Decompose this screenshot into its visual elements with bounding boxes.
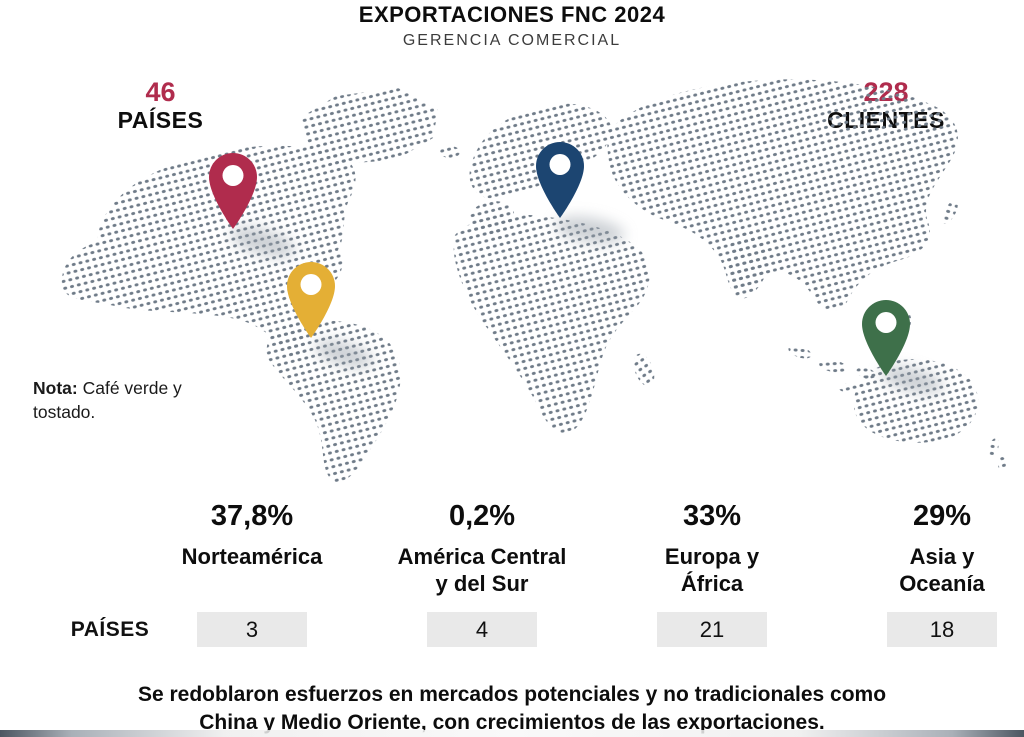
paises-row-label: PAÍSES <box>70 618 150 641</box>
region-percent: 29% <box>912 500 972 532</box>
page-subtitle: GERENCIA COMERCIAL <box>402 32 622 49</box>
pin-hole <box>875 312 897 333</box>
island-new-zealand <box>987 438 999 458</box>
pin-hole <box>300 274 322 295</box>
bottom-edge-strip <box>0 730 1024 737</box>
continents <box>61 79 1006 483</box>
region-name: América Central y del Sur <box>397 544 567 596</box>
map-pin-north-america-icon <box>209 153 257 229</box>
note-text: Café verde y tostado. <box>33 378 182 422</box>
region-america-central-sur: 0,2% América Central y del Sur <box>367 500 597 598</box>
region-asia-oceania: 29% Asia y Oceanía <box>827 500 1024 598</box>
continent-africa <box>453 214 650 433</box>
pin-shape <box>536 142 584 218</box>
region-percent: 37,8% <box>210 500 294 532</box>
continent-north-america <box>61 145 356 358</box>
region-name: Asia y Oceanía <box>899 544 985 596</box>
map-pin-oceania-icon <box>862 300 910 376</box>
pin-shadow-north-america <box>231 227 295 257</box>
note-label: Nota: <box>33 378 78 398</box>
header: EXPORTACIONES FNC 2024 GERENCIA COMERCIA… <box>0 2 1024 50</box>
region-percent: 0,2% <box>448 500 516 532</box>
footer-message: Se redoblaron esfuerzos en mercados pote… <box>137 683 887 734</box>
region-percent: 33% <box>682 500 742 532</box>
region-europa-africa: 33% Europa y África <box>597 500 827 598</box>
pin-shadow-europe <box>555 216 625 244</box>
island-iceland <box>440 146 460 158</box>
pin-shadow-central-south-america <box>315 340 373 368</box>
world-map <box>61 79 1006 483</box>
pin-shape <box>862 300 910 376</box>
total-paises: 46 PAÍSES <box>88 77 233 133</box>
region-name: Europa y África <box>664 544 760 596</box>
islands-indonesia <box>839 383 857 393</box>
paises-count-asia-oceania: 18 <box>887 612 997 647</box>
total-paises-label: PAÍSES <box>117 106 204 133</box>
region-norteamerica: 37,8% Norteamérica <box>137 500 367 571</box>
note: Nota: Café verde y tostado. <box>33 377 191 424</box>
map-pin-central-south-america-icon <box>287 262 335 338</box>
continent-europe <box>469 103 612 199</box>
island-madagascar <box>633 353 655 387</box>
page-title: EXPORTACIONES FNC 2024 <box>358 2 666 27</box>
islands-indonesia <box>819 359 847 373</box>
continent-greenland <box>300 88 438 164</box>
continent-asia <box>607 79 958 312</box>
paises-count-europa-africa: 21 <box>657 612 767 647</box>
pin-shadow-oceania <box>880 366 944 394</box>
pin-hole <box>222 165 244 186</box>
pin-hole <box>549 154 571 175</box>
map-pin-europe-icon <box>536 142 584 218</box>
region-name: Norteamérica <box>181 544 323 569</box>
island-new-zealand <box>998 457 1006 471</box>
island-japan <box>942 200 958 224</box>
paises-count-norteamerica: 3 <box>197 612 307 647</box>
region-india <box>728 232 769 299</box>
islands-indonesia <box>788 345 812 359</box>
pin-shape <box>209 153 257 229</box>
pin-shape <box>287 262 335 338</box>
total-paises-value: 46 <box>145 77 176 107</box>
continent-australia <box>853 359 979 443</box>
paises-count-america-central-sur: 4 <box>427 612 537 647</box>
pin-shadows <box>231 216 944 394</box>
